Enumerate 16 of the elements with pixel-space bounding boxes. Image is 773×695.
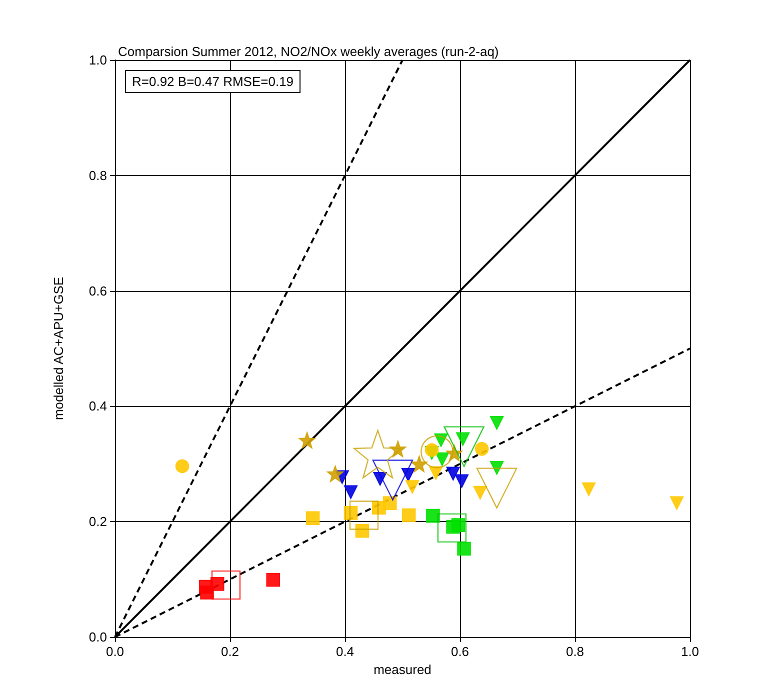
x-tick-label: 0.0 <box>106 644 124 659</box>
y-tick-label: 0.8 <box>88 168 107 183</box>
annotation: R=0.92 B=0.47 RMSE=0.19 <box>132 74 294 89</box>
y-tick-label: 0.6 <box>88 283 107 298</box>
x-tick-label: 0.8 <box>566 644 584 659</box>
x-tick-label: 1.0 <box>680 644 700 659</box>
x-tick-label: 0.4 <box>336 644 354 659</box>
y-tick-label: 1.0 <box>88 52 107 68</box>
x-tick-label: 0.6 <box>450 644 470 659</box>
chart-title: Comparsion Summer 2012, NO2/NOx weekly averages (run-2-aq) <box>118 44 499 59</box>
y-axis-title: modelled AC+APU+GSE <box>51 276 66 420</box>
y-tick-label: 0.4 <box>88 398 107 414</box>
y-tick-label: 0.0 <box>88 630 107 644</box>
x-axis-title: measured <box>374 662 432 677</box>
y-tick-label: 0.2 <box>88 514 107 530</box>
x-tick-label: 0.2 <box>220 644 240 659</box>
